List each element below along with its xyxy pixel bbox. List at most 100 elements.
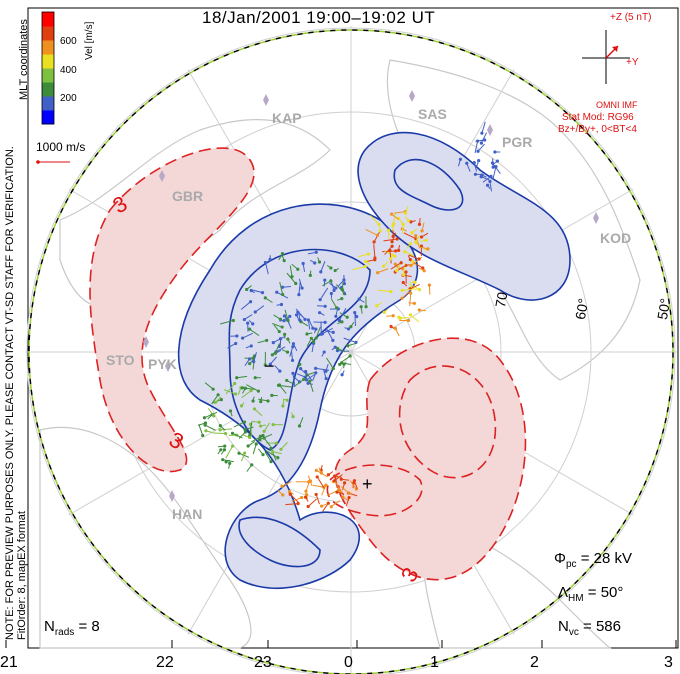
velocity-vector-dot — [401, 273, 406, 277]
velocity-vector-dot — [332, 288, 336, 292]
velocity-vector-dot — [332, 474, 337, 478]
velocity-vector — [340, 486, 350, 494]
velocity-vector — [289, 493, 300, 504]
velocity-vector-dot — [480, 131, 484, 135]
velocity-vector-dot — [218, 428, 222, 432]
velocity-vector-dot — [348, 354, 352, 358]
velocity-vector-dot — [364, 259, 368, 264]
lat-label-70: 70 — [492, 290, 511, 309]
velocity-vector-dot — [426, 247, 430, 251]
velocity-vector-dot — [291, 371, 295, 375]
velocity-vector-dot — [390, 244, 394, 248]
velocity-vector-dot — [235, 334, 239, 338]
colorbar-tick-400: 400 — [60, 65, 77, 76]
velocity-vector-dot — [400, 288, 404, 292]
velocity-vector — [334, 479, 341, 493]
velocity-vector — [410, 314, 420, 323]
velocity-vector-dot — [489, 174, 493, 178]
velocity-vector-dot — [375, 304, 379, 308]
velocity-vector — [391, 232, 397, 242]
velocity-vector-dot — [201, 433, 205, 438]
velocity-vector-dot — [414, 234, 418, 238]
station-marker — [169, 490, 175, 502]
mlt-label-23: 23 — [254, 654, 272, 671]
velocity-vector-dot — [319, 270, 323, 274]
velocity-vector-dot — [242, 317, 246, 322]
velocity-vector-dot — [212, 414, 216, 418]
velocity-vector — [263, 437, 271, 447]
velocity-vector-dot — [258, 424, 263, 428]
velocity-vector-dot — [218, 423, 222, 428]
velocity-vector — [492, 166, 497, 180]
velocity-vector-dot — [465, 161, 469, 165]
velocity-vector — [370, 215, 380, 225]
velocity-vector-dot — [242, 420, 247, 424]
velocity-vector — [390, 262, 402, 270]
velocity-vector-dot — [258, 434, 263, 438]
velocity-vector — [401, 291, 410, 299]
velocity-vector — [319, 287, 329, 300]
velocity-vector — [246, 384, 259, 392]
velocity-vector — [322, 502, 329, 512]
velocity-vector-dot — [306, 381, 310, 385]
velocity-vector-dot — [243, 430, 248, 434]
positive-cell-dusk — [334, 337, 527, 581]
velocity-vector-dot — [389, 257, 393, 261]
velocity-vector-dot — [257, 420, 261, 424]
velocity-vector-dot — [319, 471, 323, 475]
velocity-vector-dot — [377, 222, 381, 227]
positive-contour-center — [326, 464, 423, 517]
velocity-vector-dot — [335, 306, 339, 310]
velocity-vector-dot — [278, 317, 282, 321]
velocity-vector-dot — [224, 431, 228, 436]
velocity-vector-dot — [249, 389, 253, 393]
mlt-label-1: 1 — [430, 654, 439, 671]
velocity-vector-dot — [263, 363, 267, 367]
velocity-vector-dot — [253, 310, 257, 314]
velocity-vector-dot — [234, 341, 238, 346]
velocity-vector-dot — [251, 322, 255, 326]
colorbar-segment — [42, 68, 54, 83]
velocity-vector-dot — [491, 165, 495, 169]
velocity-vector-dot — [281, 292, 285, 297]
velocity-vector-dot — [413, 280, 417, 284]
velocity-vector-dot — [359, 305, 363, 309]
velocity-vector-dot — [297, 424, 302, 428]
velocity-vector-dot — [314, 366, 318, 370]
velocity-vector — [402, 288, 413, 291]
station-han: HAN — [172, 506, 203, 522]
velocity-vector-dot — [345, 315, 349, 319]
velocity-vector-dot — [265, 338, 269, 343]
velocity-vector-dot — [228, 461, 232, 465]
velocity-vector-dot — [411, 259, 415, 264]
velocity-vector-dot — [346, 327, 351, 331]
imf-z-label: +Z (5 nT) — [610, 12, 652, 23]
map-title: 18/Jan/2001 19:00–19:02 UT — [202, 8, 436, 27]
velocity-vector-dot — [271, 423, 275, 427]
colorbar-segment — [42, 40, 54, 55]
velocity-vector — [365, 229, 378, 236]
velocity-vector-dot — [262, 429, 266, 433]
station-kod: KOD — [600, 230, 632, 246]
velocity-vector-dot — [485, 183, 490, 187]
imf-condition: Bz+/By+, 0<BT<4 — [558, 124, 637, 135]
colorbar-segment — [42, 82, 54, 97]
velocity-vector-dot — [308, 479, 312, 484]
velocity-vector — [305, 371, 313, 382]
velocity-vector-dot — [366, 252, 370, 256]
velocity-vector — [285, 503, 299, 506]
velocity-vector-dot — [372, 240, 376, 244]
velocity-vector-dot — [323, 320, 327, 324]
velocity-vector — [321, 484, 327, 496]
velocity-vector — [334, 474, 343, 482]
velocity-vector-dot — [300, 495, 304, 500]
velocity-vector-dot — [231, 318, 235, 323]
velocity-vector-dot — [301, 261, 305, 266]
velocity-vector-dot — [302, 377, 306, 381]
velocity-vector-dot — [241, 336, 245, 340]
velocity-vector — [265, 450, 279, 459]
velocity-vector — [225, 445, 234, 459]
negative-contour-dawn-inner — [393, 158, 464, 211]
velocity-vector-dot — [233, 392, 238, 396]
velocity-vector-dot — [417, 257, 421, 261]
